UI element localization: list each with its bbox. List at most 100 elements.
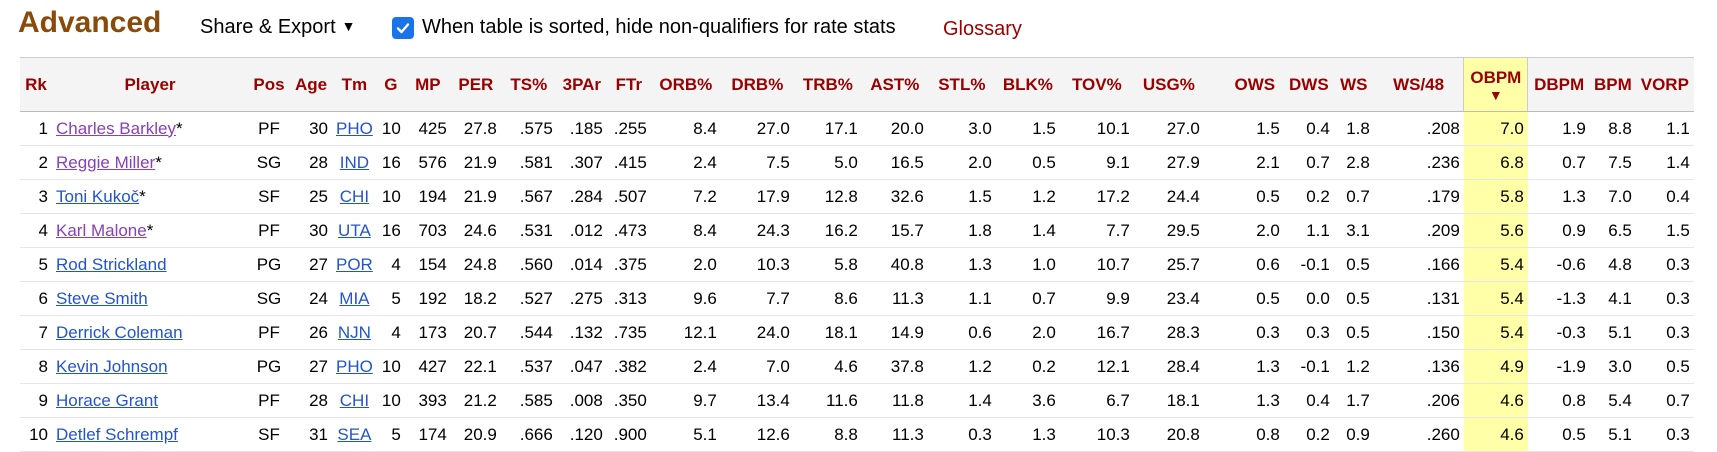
column-header-ws[interactable]: WS: [1333, 57, 1374, 112]
cell-trb: 8.6: [793, 281, 862, 316]
hide-non-qualifiers-toggle[interactable]: When table is sorted, hide non-qualifier…: [392, 16, 896, 39]
cell-ws: 0.9: [1333, 417, 1374, 452]
column-header-dws[interactable]: DWS: [1283, 57, 1334, 112]
cell-tpar: .132: [556, 315, 607, 350]
cell-per: 20.9: [450, 417, 501, 452]
cell-trb: 17.1: [793, 111, 862, 146]
column-header-label: OBPM: [1470, 67, 1522, 87]
column-header-age[interactable]: Age: [290, 57, 332, 112]
column-header-ts[interactable]: TS%: [500, 57, 557, 112]
column-header-drb[interactable]: DRB%: [720, 57, 794, 112]
column-header-blk[interactable]: BLK%: [995, 57, 1060, 112]
player-link[interactable]: Horace Grant: [56, 390, 159, 410]
column-header-ows[interactable]: OWS: [1225, 57, 1284, 112]
column-header-stl[interactable]: STL%: [927, 57, 996, 112]
cell-tov: 12.1: [1059, 349, 1134, 384]
player-link[interactable]: Reggie Miller: [56, 152, 156, 172]
cell-dws: 0.2: [1283, 179, 1334, 214]
glossary-link[interactable]: Glossary: [943, 18, 1022, 40]
column-header-tov[interactable]: TOV%: [1059, 57, 1134, 112]
column-header-tpar[interactable]: 3PAr: [556, 57, 607, 112]
team-link[interactable]: CHI: [339, 390, 370, 410]
team-link[interactable]: MIA: [339, 288, 370, 308]
hall-of-fame-marker: *: [176, 118, 183, 138]
cell-orb: 7.2: [650, 179, 721, 214]
cell-ts: .560: [500, 247, 557, 282]
player-link[interactable]: Toni Kukoč: [56, 186, 140, 206]
cell-ws: 0.5: [1333, 315, 1374, 350]
cell-tpar: .047: [556, 349, 607, 384]
column-header-tm[interactable]: Tm: [332, 57, 377, 112]
chevron-down-icon: ▼: [341, 18, 356, 34]
column-header-vorp[interactable]: VORP: [1635, 57, 1694, 112]
player-link[interactable]: Steve Smith: [56, 288, 148, 308]
column-header-per[interactable]: PER: [450, 57, 501, 112]
team-link[interactable]: NJN: [337, 322, 371, 342]
share-export-menu[interactable]: Share & Export ▼: [200, 16, 355, 39]
cell-player: Horace Grant: [52, 383, 248, 418]
team-link[interactable]: UTA: [338, 220, 371, 240]
cell-g: 10: [376, 179, 405, 214]
cell-vorp: 0.7: [1635, 383, 1694, 418]
table-row: 10 Detlef Schrempf SF 31 SEA 5 174 20.9.666.120…: [20, 417, 1694, 452]
cell-ws: 1.8: [1333, 111, 1374, 146]
checkbox-checked-icon[interactable]: [392, 16, 414, 39]
cell-blk: 0.2: [995, 349, 1060, 384]
cell-obpm: 4.6: [1463, 417, 1528, 452]
column-header-rk[interactable]: Rk: [20, 57, 52, 112]
cell-tm: PHO: [332, 349, 377, 384]
cell-stl: 1.8: [927, 213, 996, 248]
player-link[interactable]: Kevin Johnson: [56, 356, 168, 376]
team-link[interactable]: POR: [336, 254, 373, 274]
cell-dws: 0.4: [1283, 111, 1334, 146]
column-header-ws48[interactable]: WS/48: [1373, 57, 1464, 112]
cell-mp: 393: [404, 383, 451, 418]
cell-orb: 8.4: [650, 111, 721, 146]
cell-ws48: .131: [1373, 281, 1464, 316]
column-header-orb[interactable]: ORB%: [650, 57, 721, 112]
column-header-trb[interactable]: TRB%: [793, 57, 862, 112]
column-header-pos[interactable]: Pos: [248, 57, 290, 112]
cell-ows: 1.3: [1225, 383, 1284, 418]
cell-drb: 24.0: [720, 315, 794, 350]
column-header-usg[interactable]: USG%: [1133, 57, 1204, 112]
column-header-mp[interactable]: MP: [404, 57, 451, 112]
team-link[interactable]: CHI: [339, 186, 370, 206]
column-header-g[interactable]: G: [376, 57, 405, 112]
team-link[interactable]: PHO: [336, 356, 373, 376]
table-row: 8 Kevin Johnson PG 27 PHO 10 427 22.1.537.047.3…: [20, 349, 1694, 384]
cell-drb: 12.6: [720, 417, 794, 452]
cell-orb: 9.7: [650, 383, 721, 418]
column-header-ftr[interactable]: FTr: [606, 57, 651, 112]
cell-tm: CHI: [332, 383, 377, 418]
cell-ws: 1.7: [1333, 383, 1374, 418]
cell-tm: IND: [332, 145, 377, 180]
player-link[interactable]: Karl Malone: [56, 220, 147, 240]
cell-usg: 27.9: [1133, 145, 1204, 180]
player-link[interactable]: Detlef Schrempf: [56, 424, 178, 444]
column-header-bpm[interactable]: BPM: [1589, 57, 1636, 112]
table-row: 9 Horace Grant PF 28 CHI 10 393 21.2.585.008.35…: [20, 383, 1694, 418]
player-link[interactable]: Rod Strickland: [56, 254, 167, 274]
cell-ts: .575: [500, 111, 557, 146]
team-link[interactable]: SEA: [337, 424, 372, 444]
table-row: 2 Reggie Miller* SG 28 IND 16 576 21.9.581.307.…: [20, 145, 1694, 180]
column-header-player[interactable]: Player: [52, 57, 248, 112]
column-header-ast[interactable]: AST%: [861, 57, 928, 112]
team-link[interactable]: IND: [339, 152, 370, 172]
cell-drb: 10.3: [720, 247, 794, 282]
cell-trb: 5.0: [793, 145, 862, 180]
cell-player: Kevin Johnson: [52, 349, 248, 384]
player-link[interactable]: Derrick Coleman: [56, 322, 183, 342]
team-link[interactable]: PHO: [336, 118, 373, 138]
hall-of-fame-marker: *: [146, 220, 154, 240]
player-link[interactable]: Charles Barkley: [56, 118, 176, 138]
column-header-dbpm[interactable]: DBPM: [1527, 57, 1590, 112]
cell-orb: 5.1: [650, 417, 721, 452]
cell-tpar: .120: [556, 417, 607, 452]
column-header-obpm[interactable]: OBPM ▼: [1463, 57, 1529, 112]
cell-tpar: .008: [556, 383, 607, 418]
cell-rk: 4: [20, 213, 52, 248]
cell-dbpm: -0.6: [1527, 247, 1590, 282]
cell-obpm: 5.8: [1463, 179, 1528, 214]
